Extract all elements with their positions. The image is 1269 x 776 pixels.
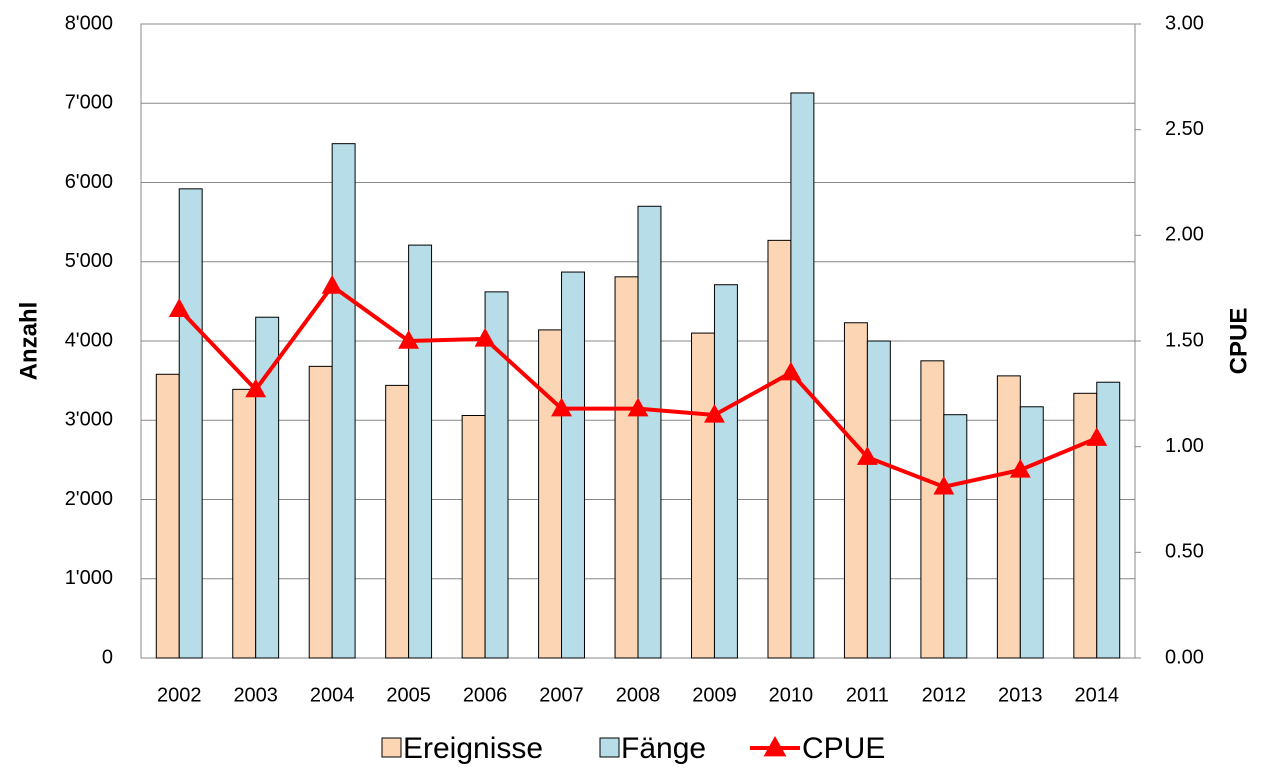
marker (245, 378, 267, 398)
y-tick-label: 3'000 (65, 409, 113, 431)
y-tick-label: 1'000 (65, 567, 113, 589)
legend-label: CPUE (802, 732, 885, 765)
marker (704, 403, 725, 423)
y-tick-label: 0 (102, 646, 113, 668)
bar (767, 239, 792, 659)
marker (627, 397, 649, 417)
x-tick-label: 2004 (310, 684, 355, 706)
marker (398, 330, 420, 349)
bar (691, 332, 715, 659)
bar (637, 205, 662, 659)
bar (943, 414, 968, 659)
y2-tick-label: 1.00 (1165, 435, 1204, 457)
bar (484, 291, 509, 659)
legend-marker (763, 736, 787, 757)
y-tick-label: 7'000 (65, 92, 113, 114)
x-tick-label: 2011 (846, 684, 889, 706)
marker (1086, 427, 1108, 446)
bar (178, 188, 203, 659)
y2-tick-label: 2.50 (1165, 118, 1204, 140)
bar (843, 322, 868, 659)
y-tick-label: 2'000 (65, 488, 113, 510)
x-tick-label: 2009 (692, 684, 737, 706)
legend-swatch (599, 737, 620, 758)
bar (1073, 392, 1098, 659)
y-tick-label: 5'000 (65, 250, 113, 272)
y2-axis-title: CPUE (1225, 308, 1252, 375)
marker (474, 327, 496, 347)
bar (996, 375, 1021, 659)
marker (1009, 458, 1031, 478)
legend-label: Fänge (621, 732, 706, 765)
marker (780, 361, 802, 381)
x-tick-label: 2005 (386, 684, 431, 706)
x-tick-label: 2002 (157, 684, 202, 706)
marker (321, 275, 343, 294)
x-tick-label: 2012 (922, 684, 967, 706)
bar (408, 244, 433, 659)
bar (1019, 406, 1044, 659)
y-axis-title: Anzahl (15, 302, 42, 381)
marker (933, 475, 955, 495)
bar (155, 373, 180, 659)
legend-swatch (381, 737, 402, 758)
bar (561, 271, 585, 659)
x-tick-label: 2007 (539, 684, 584, 706)
x-tick-label: 2006 (463, 684, 508, 706)
x-tick-label: 2014 (1075, 684, 1120, 706)
y2-tick-label: 3.00 (1165, 12, 1204, 34)
y-tick-label: 8'000 (65, 12, 113, 34)
y-tick-label: 6'000 (65, 171, 113, 193)
x-tick-label: 2003 (233, 684, 278, 706)
y2-tick-label: 1.50 (1165, 329, 1204, 351)
bar (538, 329, 563, 659)
bar (1096, 381, 1121, 659)
marker (856, 446, 878, 465)
marker (551, 397, 572, 417)
bar (331, 143, 356, 659)
x-tick-label: 2013 (998, 684, 1043, 706)
y-tick-label: 4'000 (65, 329, 113, 351)
bar (308, 365, 333, 659)
bar (866, 340, 891, 659)
bar (920, 360, 945, 659)
bar (614, 276, 639, 659)
y2-tick-label: 0.00 (1165, 646, 1204, 668)
bar (461, 414, 486, 659)
legend-label: Ereignisse (403, 732, 543, 765)
y2-tick-label: 0.50 (1165, 541, 1204, 563)
bar (255, 316, 280, 659)
x-tick-label: 2008 (616, 684, 661, 706)
x-tick-label: 2010 (769, 684, 814, 706)
marker (168, 298, 190, 317)
y2-tick-label: 2.00 (1165, 224, 1204, 246)
bar (232, 388, 257, 659)
bar (385, 384, 410, 659)
bar (713, 284, 738, 659)
